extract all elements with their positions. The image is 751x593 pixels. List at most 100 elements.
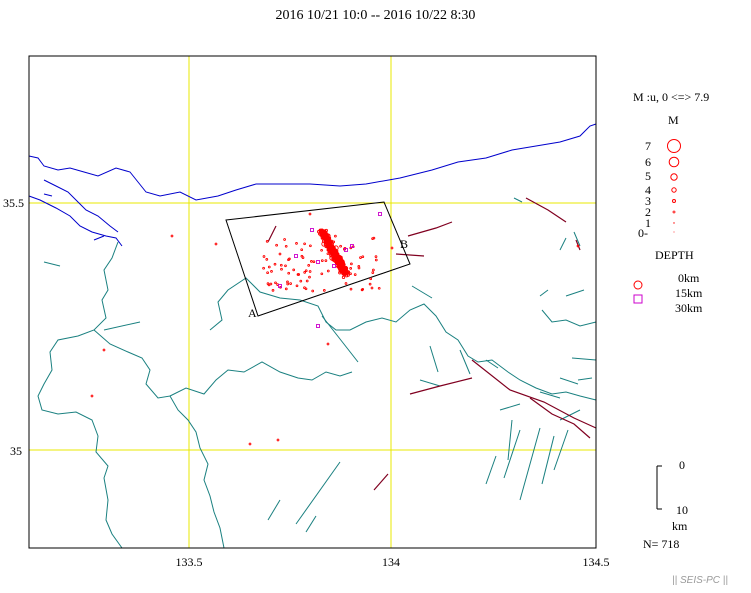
lon-tick-133-5: 133.5 [176,555,203,569]
hypocenter-marker [326,252,330,256]
hypocenter-deep-marker [278,284,282,288]
hypocenter-marker [332,240,336,244]
hypocenter-marker [334,234,337,238]
scale-bar-unit: km [672,519,688,533]
hypocenter-marker [270,270,273,273]
map-title: 2016 10/21 10:0 -- 2016 10/22 8:30 [275,8,476,23]
hypocenter-marker [326,240,331,244]
section-line-ab [257,263,411,317]
hypocenter-marker [280,267,283,271]
hypocenter-marker [346,270,351,274]
hypocenter-marker [262,266,265,270]
graticule [29,56,596,548]
hypocenter-marker [305,279,309,283]
hypocenter-marker [326,269,330,273]
hypocenter-marker [390,246,394,250]
hypocenter-marker [311,289,315,293]
hypocenter-marker [353,273,357,276]
hypocenter-marker [295,242,298,245]
hypocenter-marker [262,255,266,258]
hypocenter-marker [273,262,277,266]
hypocenter-marker [265,240,269,243]
hypocenter-marker [102,348,106,352]
hypocenter-marker [308,275,311,279]
magnitude-label-4: 4 [645,183,651,197]
hypocenter-marker [284,244,288,248]
hypocenter-marker [275,243,278,247]
magnitude-label-7: 7 [645,139,651,153]
cross-section-box [225,201,411,317]
magnitude-symbol-6 [668,156,680,168]
hypocenter-marker [310,260,313,263]
magnitude-label-1: 1 [645,216,651,230]
hypocenter-marker [303,242,306,246]
hypocenter-marker [329,243,333,247]
depth-legend: DEPTH 0km 15km 30km [633,248,703,315]
hypocenter-marker [286,280,289,284]
hypocenter-marker [287,271,291,275]
hypocenter-marker [349,267,353,270]
hypocenter-deep-marker [350,244,354,248]
hypocenter-marker [368,282,372,286]
hypocenter-marker [308,270,312,273]
depth-title: DEPTH [655,248,694,262]
hypocenter-marker [324,245,328,249]
hypocenter-marker [274,281,277,285]
hypocenter-deep-marker [316,260,320,264]
hypocenter-marker [361,287,365,291]
hypocenter-marker [322,289,326,292]
hypocenter-marker [359,256,362,259]
hypocenter-marker [333,245,339,251]
hypocenter-deep-marker [316,324,320,328]
magnitude-label-6: 6 [645,155,651,169]
depth-symbol-15 [633,294,643,304]
hypocenter-marker [338,271,342,275]
hypocenter-marker [334,250,338,254]
hypocenter-marker [248,442,252,446]
hypocenter-marker [304,287,308,291]
hypocenter-marker [289,282,292,285]
hypocenter-marker [371,237,374,240]
hypocenter-deep-marker [310,228,314,232]
depth-label-15: 15km [675,286,703,300]
hypocenter-deep-marker [344,248,348,252]
hypocenter-marker [267,265,271,269]
hypocenter-deep-marker [378,212,382,216]
hypocenter-deep-marker [294,254,298,258]
hypocenter-marker [343,266,347,270]
section-label-a: A [248,306,257,320]
hypocenter-marker [324,259,328,262]
magnitude-symbol-2 [672,210,676,214]
hypocenter-marker [278,252,282,256]
hypocenter-marker [370,286,374,290]
hypocenter-marker [344,282,348,285]
magnitude-symbol-5 [670,173,678,181]
hypocenter-marker [308,212,312,216]
magnitude-label-0: 0- [638,226,648,240]
magnitude-symbol-0 [673,231,675,233]
prefecture-boundaries [37,197,597,549]
map-frame [28,55,597,549]
hypocenter-marker [340,260,344,264]
hypocenter-marker [279,263,283,267]
depth-label-0: 0km [678,271,700,285]
hypocenter-marker [372,268,375,272]
hypocenter-marker [337,263,343,269]
hypocenter-marker [576,244,580,248]
hypocenter-marker [349,272,352,276]
hypocenter-marker [349,287,353,291]
magnitude-label-3: 3 [645,194,651,208]
hypocenter-marker [339,244,342,248]
magnitude-symbol-1 [673,222,675,224]
hypocenter-marker [286,282,290,286]
hypocenter-marker [329,255,335,261]
event-count: N= 718 [643,537,679,551]
hypocenter-marker [307,264,311,267]
hypocenter-marker [337,258,342,262]
hypocenter-deep-marker [332,264,336,268]
hypocenter-marker [267,283,271,287]
lat-tick-35: 35 [10,444,22,458]
depth-symbol-0 [633,280,643,290]
hypocenter-marker [295,284,299,288]
magnitude-label-5: 5 [645,169,651,183]
